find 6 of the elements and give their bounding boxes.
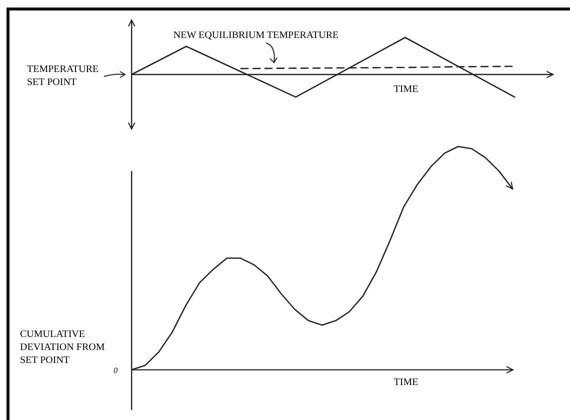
text: 0 (114, 366, 118, 375)
x-axis-title: TIME (394, 377, 418, 388)
x-axis-title: TIME (394, 84, 418, 95)
y-axis-title: CUMULATIVE DEVIATION FROM SET POINT (20, 329, 105, 366)
annotation: NEW EQUILIBRIUM TEMPERATURE (173, 30, 339, 41)
y-axis-title: TEMPERATURE SET POINT (27, 64, 99, 88)
